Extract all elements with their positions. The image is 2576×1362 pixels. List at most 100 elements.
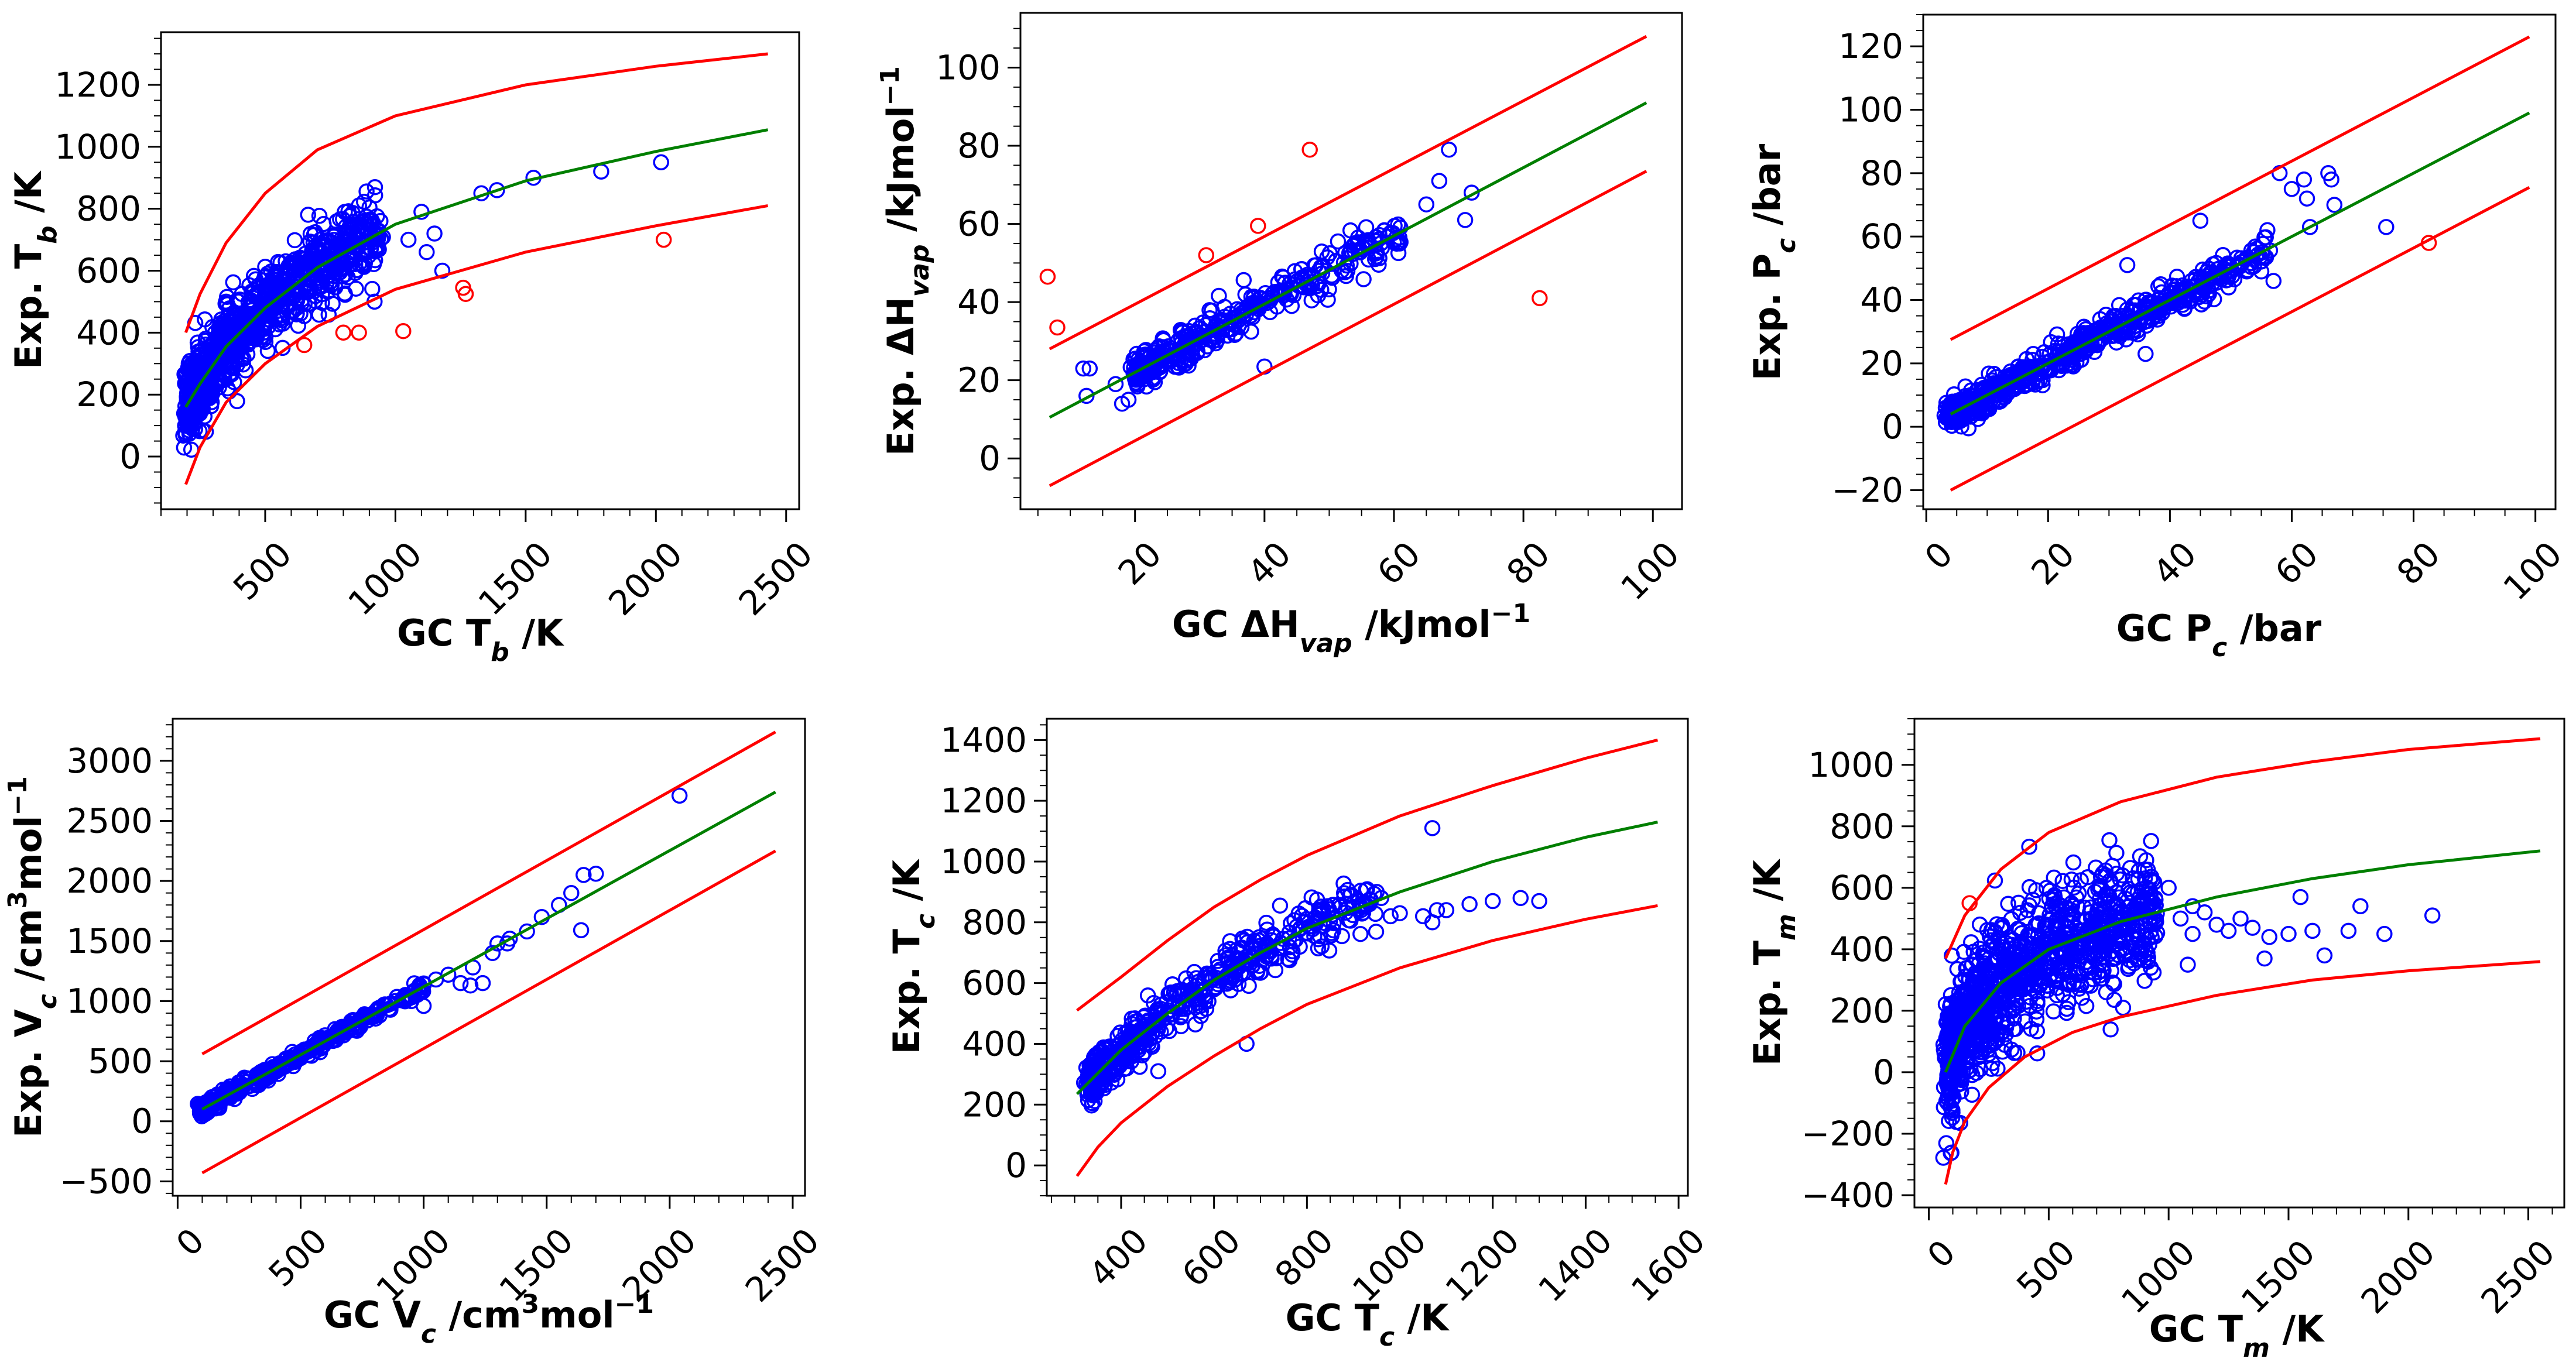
data-point: [1153, 996, 1169, 1013]
data-point: [1943, 987, 1960, 1003]
data-point: [1078, 387, 1095, 404]
panel-tb-marks: [175, 52, 769, 485]
data-point: [1253, 944, 1270, 960]
data-point: [1139, 987, 1156, 1004]
data-point: [1392, 905, 1408, 921]
data-point: [2029, 996, 2046, 1012]
y-tick-label: 200: [76, 375, 141, 414]
data-point: [1319, 249, 1335, 266]
data-point: [2006, 1000, 2023, 1016]
data-point: [301, 262, 318, 279]
data-point: [1128, 364, 1145, 381]
data-point: [1335, 254, 1352, 271]
data-point: [292, 249, 309, 266]
data-point: [1986, 1033, 2003, 1050]
y-tick-label: 1000: [940, 842, 1027, 881]
data-point: [378, 997, 395, 1014]
data-point: [2046, 869, 2063, 886]
data-point: [519, 923, 535, 940]
data-point: [1160, 985, 1177, 1002]
data-point: [2143, 833, 2159, 849]
data-point: [2049, 956, 2065, 972]
data-point: [2283, 181, 2300, 197]
data-point: [2184, 279, 2201, 296]
data-point: [318, 1033, 335, 1049]
data-point: [2030, 915, 2046, 932]
y-tick-label: 0: [1882, 407, 1903, 447]
data-point: [452, 975, 469, 992]
data-point: [1431, 173, 1448, 189]
data-point: [1983, 1061, 2000, 1077]
data-point: [1253, 964, 1269, 981]
data-point: [1084, 1095, 1101, 1111]
data-point: [2070, 966, 2087, 982]
data-point: [1989, 1060, 2006, 1077]
data-point: [2022, 997, 2038, 1014]
data-point: [1191, 330, 1207, 346]
data-point: [1981, 928, 1998, 945]
data-point: [1995, 952, 2012, 968]
data-point: [2091, 955, 2108, 972]
curve-lower-bound: [1049, 170, 1647, 488]
data-point: [209, 354, 226, 370]
data-point: [563, 884, 580, 901]
data-point: [2025, 364, 2041, 380]
data-point: [1971, 941, 1988, 957]
data-point: [2102, 1021, 2119, 1038]
data-point: [2090, 964, 2107, 980]
data-point: [2137, 345, 2154, 362]
data-point: [176, 439, 193, 456]
data-point: [2032, 944, 2048, 961]
data-point: [2200, 260, 2217, 277]
data-point: [248, 331, 265, 348]
data-point: [462, 977, 479, 994]
data-point: [1943, 1100, 1960, 1116]
y-tick-label: 20: [1860, 344, 1903, 383]
y-tick-label: 3000: [66, 741, 153, 781]
data-point: [1324, 269, 1341, 286]
y-tick-label: −200: [1801, 1114, 1895, 1154]
data-point: [1457, 212, 1474, 228]
data-point: [1120, 392, 1137, 408]
data-point: [1150, 1063, 1167, 1079]
data-point: [1085, 1087, 1102, 1104]
data-point: [1941, 1020, 1958, 1036]
panel-pc-frame: [1922, 13, 2557, 510]
data-point: [2082, 910, 2099, 927]
data-point: [307, 288, 324, 304]
y-tick-label: 200: [1830, 991, 1895, 1031]
data-point: [1321, 901, 1337, 918]
curve-lower-bound: [184, 204, 769, 485]
data-point: [1325, 897, 1342, 913]
data-point: [1438, 902, 1455, 918]
panel-tm-frame: [1913, 718, 2565, 1209]
data-point: [1996, 1037, 2013, 1053]
data-point: [1241, 977, 1257, 994]
data-point: [2043, 334, 2060, 351]
curve-lower-bound: [1950, 186, 2530, 492]
data-point: [1947, 1014, 1963, 1031]
data-point: [2009, 1044, 2026, 1061]
y-tick-label: 0: [1005, 1145, 1027, 1185]
data-point: [1186, 963, 1203, 980]
data-point: [368, 241, 384, 258]
data-point: [1228, 961, 1244, 977]
data-point: [2138, 852, 2154, 869]
y-tick-label: 40: [957, 282, 1001, 322]
data-point: [354, 1012, 371, 1028]
data-point: [2109, 903, 2126, 920]
data-point: [358, 183, 375, 200]
data-point: [588, 866, 604, 882]
data-point: [2184, 925, 2201, 942]
data-point: [1367, 905, 1384, 922]
data-point: [2009, 942, 2025, 958]
data-point: [1251, 301, 1267, 317]
outlier-point: [395, 323, 412, 339]
data-point: [2265, 273, 2282, 289]
outlier-point: [1250, 218, 1266, 234]
data-point: [1953, 973, 1970, 989]
data-point: [2054, 873, 2071, 889]
data-point: [440, 966, 457, 983]
data-point: [2104, 975, 2121, 991]
